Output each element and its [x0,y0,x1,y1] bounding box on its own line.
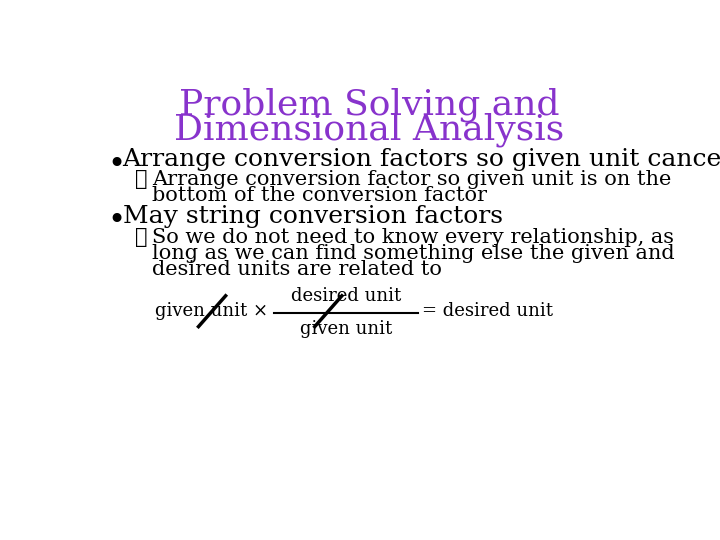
Text: desired units are related to: desired units are related to [152,260,442,279]
Text: given unit ×: given unit × [155,302,269,320]
Text: •: • [107,150,125,180]
Text: ✓: ✓ [135,170,148,188]
Text: Problem Solving and: Problem Solving and [179,88,559,123]
Text: So we do not need to know every relationship, as: So we do not need to know every relation… [152,228,674,247]
Text: Arrange conversion factors so given unit cancels: Arrange conversion factors so given unit… [122,148,720,171]
Text: •: • [107,206,125,238]
Text: long as we can find something else the given and: long as we can find something else the g… [152,244,675,263]
Text: Dimensional Analysis: Dimensional Analysis [174,112,564,147]
Text: desired unit: desired unit [291,287,401,305]
Text: May string conversion factors: May string conversion factors [122,205,503,228]
Text: ✓: ✓ [135,228,148,247]
Text: = desired unit: = desired unit [422,302,553,320]
Text: bottom of the conversion factor: bottom of the conversion factor [152,186,487,205]
Text: given unit: given unit [300,320,392,339]
Text: Arrange conversion factor so given unit is on the: Arrange conversion factor so given unit … [152,170,671,188]
